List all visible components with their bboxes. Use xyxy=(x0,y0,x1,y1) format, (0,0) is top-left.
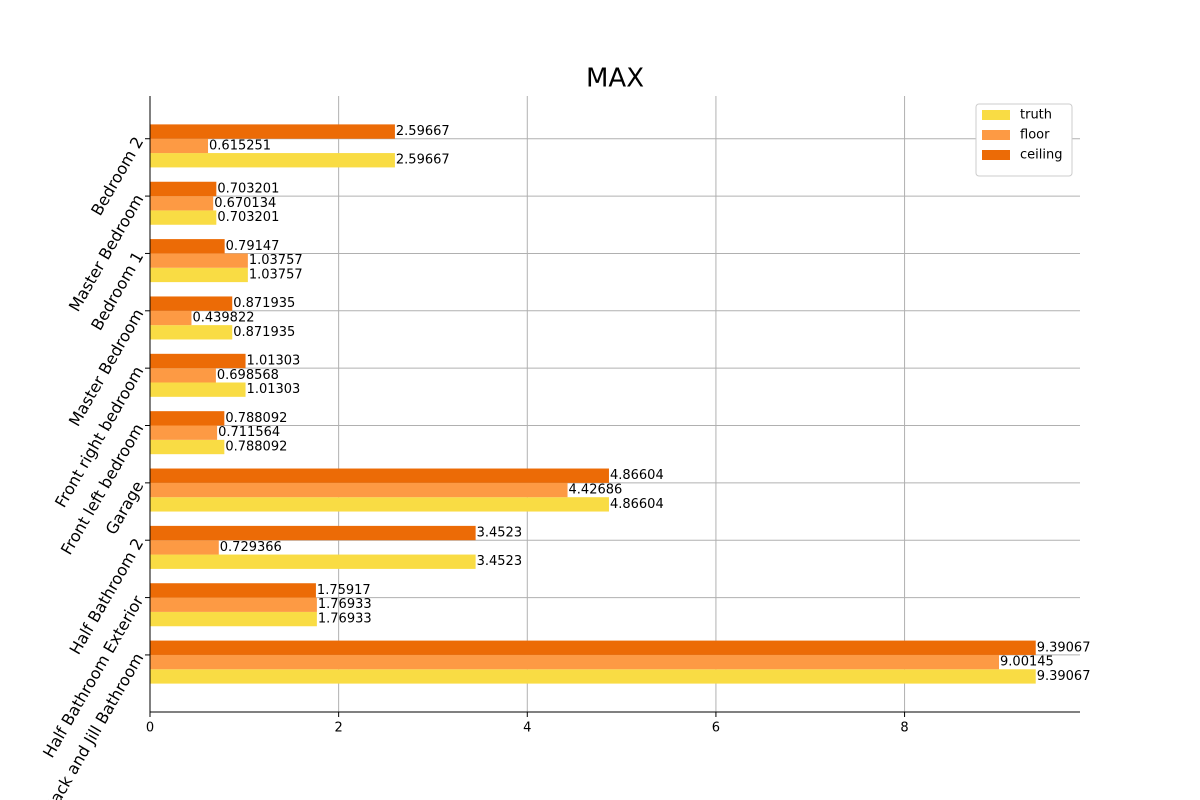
bar xyxy=(150,267,248,283)
bar xyxy=(150,583,316,598)
data-label: 0.670134 xyxy=(214,196,276,211)
data-label: 3.4523 xyxy=(477,526,523,541)
bar xyxy=(150,439,225,455)
x-tick-label: 4 xyxy=(523,721,531,736)
chart-title: MAX xyxy=(586,64,644,94)
data-label: 1.76933 xyxy=(318,597,372,612)
legend-swatch xyxy=(982,150,1010,160)
data-label: 9.39067 xyxy=(1037,669,1091,684)
legend-swatch xyxy=(982,110,1010,120)
data-label: 4.42686 xyxy=(569,483,623,498)
legend-swatch xyxy=(982,130,1010,140)
bar xyxy=(150,540,219,555)
data-label: 0.79147 xyxy=(226,239,280,254)
x-tick-label: 8 xyxy=(900,721,908,736)
data-label: 1.75917 xyxy=(317,583,371,598)
bar xyxy=(150,525,476,541)
data-label: 9.00145 xyxy=(1000,655,1054,670)
bar xyxy=(150,253,248,268)
bar xyxy=(150,210,217,225)
data-label: 9.39067 xyxy=(1037,640,1091,655)
data-label: 0.615251 xyxy=(209,138,271,153)
x-tick-label: 2 xyxy=(335,721,343,736)
bar xyxy=(150,196,214,211)
x-tick-label: 0 xyxy=(146,721,154,736)
bar xyxy=(150,368,216,383)
legend-label: truth xyxy=(1020,108,1052,123)
bar xyxy=(150,310,192,326)
data-label: 0.703201 xyxy=(217,210,279,225)
bar xyxy=(150,654,1000,670)
bar xyxy=(150,296,233,311)
data-label: 1.01303 xyxy=(247,382,301,397)
data-label: 0.871935 xyxy=(233,325,295,340)
data-label: 0.439822 xyxy=(192,310,254,325)
data-label: 1.76933 xyxy=(318,612,372,627)
data-label: 0.788092 xyxy=(225,411,287,426)
bar xyxy=(150,468,609,483)
legend-label: ceiling xyxy=(1020,148,1062,163)
legend: truth floor ceiling xyxy=(975,103,1073,177)
bar xyxy=(150,181,217,197)
data-label: 0.703201 xyxy=(217,181,279,196)
bar xyxy=(150,482,568,498)
data-label: 1.03757 xyxy=(249,253,303,268)
bar xyxy=(150,153,395,168)
bar xyxy=(150,497,609,512)
data-label: 4.86604 xyxy=(610,497,664,512)
data-label: 1.03757 xyxy=(249,267,303,282)
bar xyxy=(150,239,225,254)
data-label: 1.01303 xyxy=(247,353,301,368)
bar xyxy=(150,640,1036,655)
data-label: 0.788092 xyxy=(225,440,287,455)
bar xyxy=(150,425,218,440)
data-label: 0.698568 xyxy=(217,368,279,383)
data-label: 2.59667 xyxy=(396,153,450,168)
bar xyxy=(150,611,317,627)
data-label: 0.729366 xyxy=(220,540,282,555)
bar xyxy=(150,597,317,612)
x-tick-label: 6 xyxy=(712,721,720,736)
data-label: 0.871935 xyxy=(233,296,295,311)
bar xyxy=(150,124,395,139)
legend-label: floor xyxy=(1020,128,1050,143)
data-label: 4.86604 xyxy=(610,468,664,483)
data-label: 3.4523 xyxy=(477,554,523,569)
data-label: 0.711564 xyxy=(218,425,280,440)
data-label: 2.59667 xyxy=(396,124,450,139)
bar xyxy=(150,411,225,426)
bar xyxy=(150,353,246,369)
bar xyxy=(150,138,209,154)
bar xyxy=(150,554,476,569)
bar xyxy=(150,325,233,340)
bar xyxy=(150,382,246,397)
bar xyxy=(150,669,1036,684)
